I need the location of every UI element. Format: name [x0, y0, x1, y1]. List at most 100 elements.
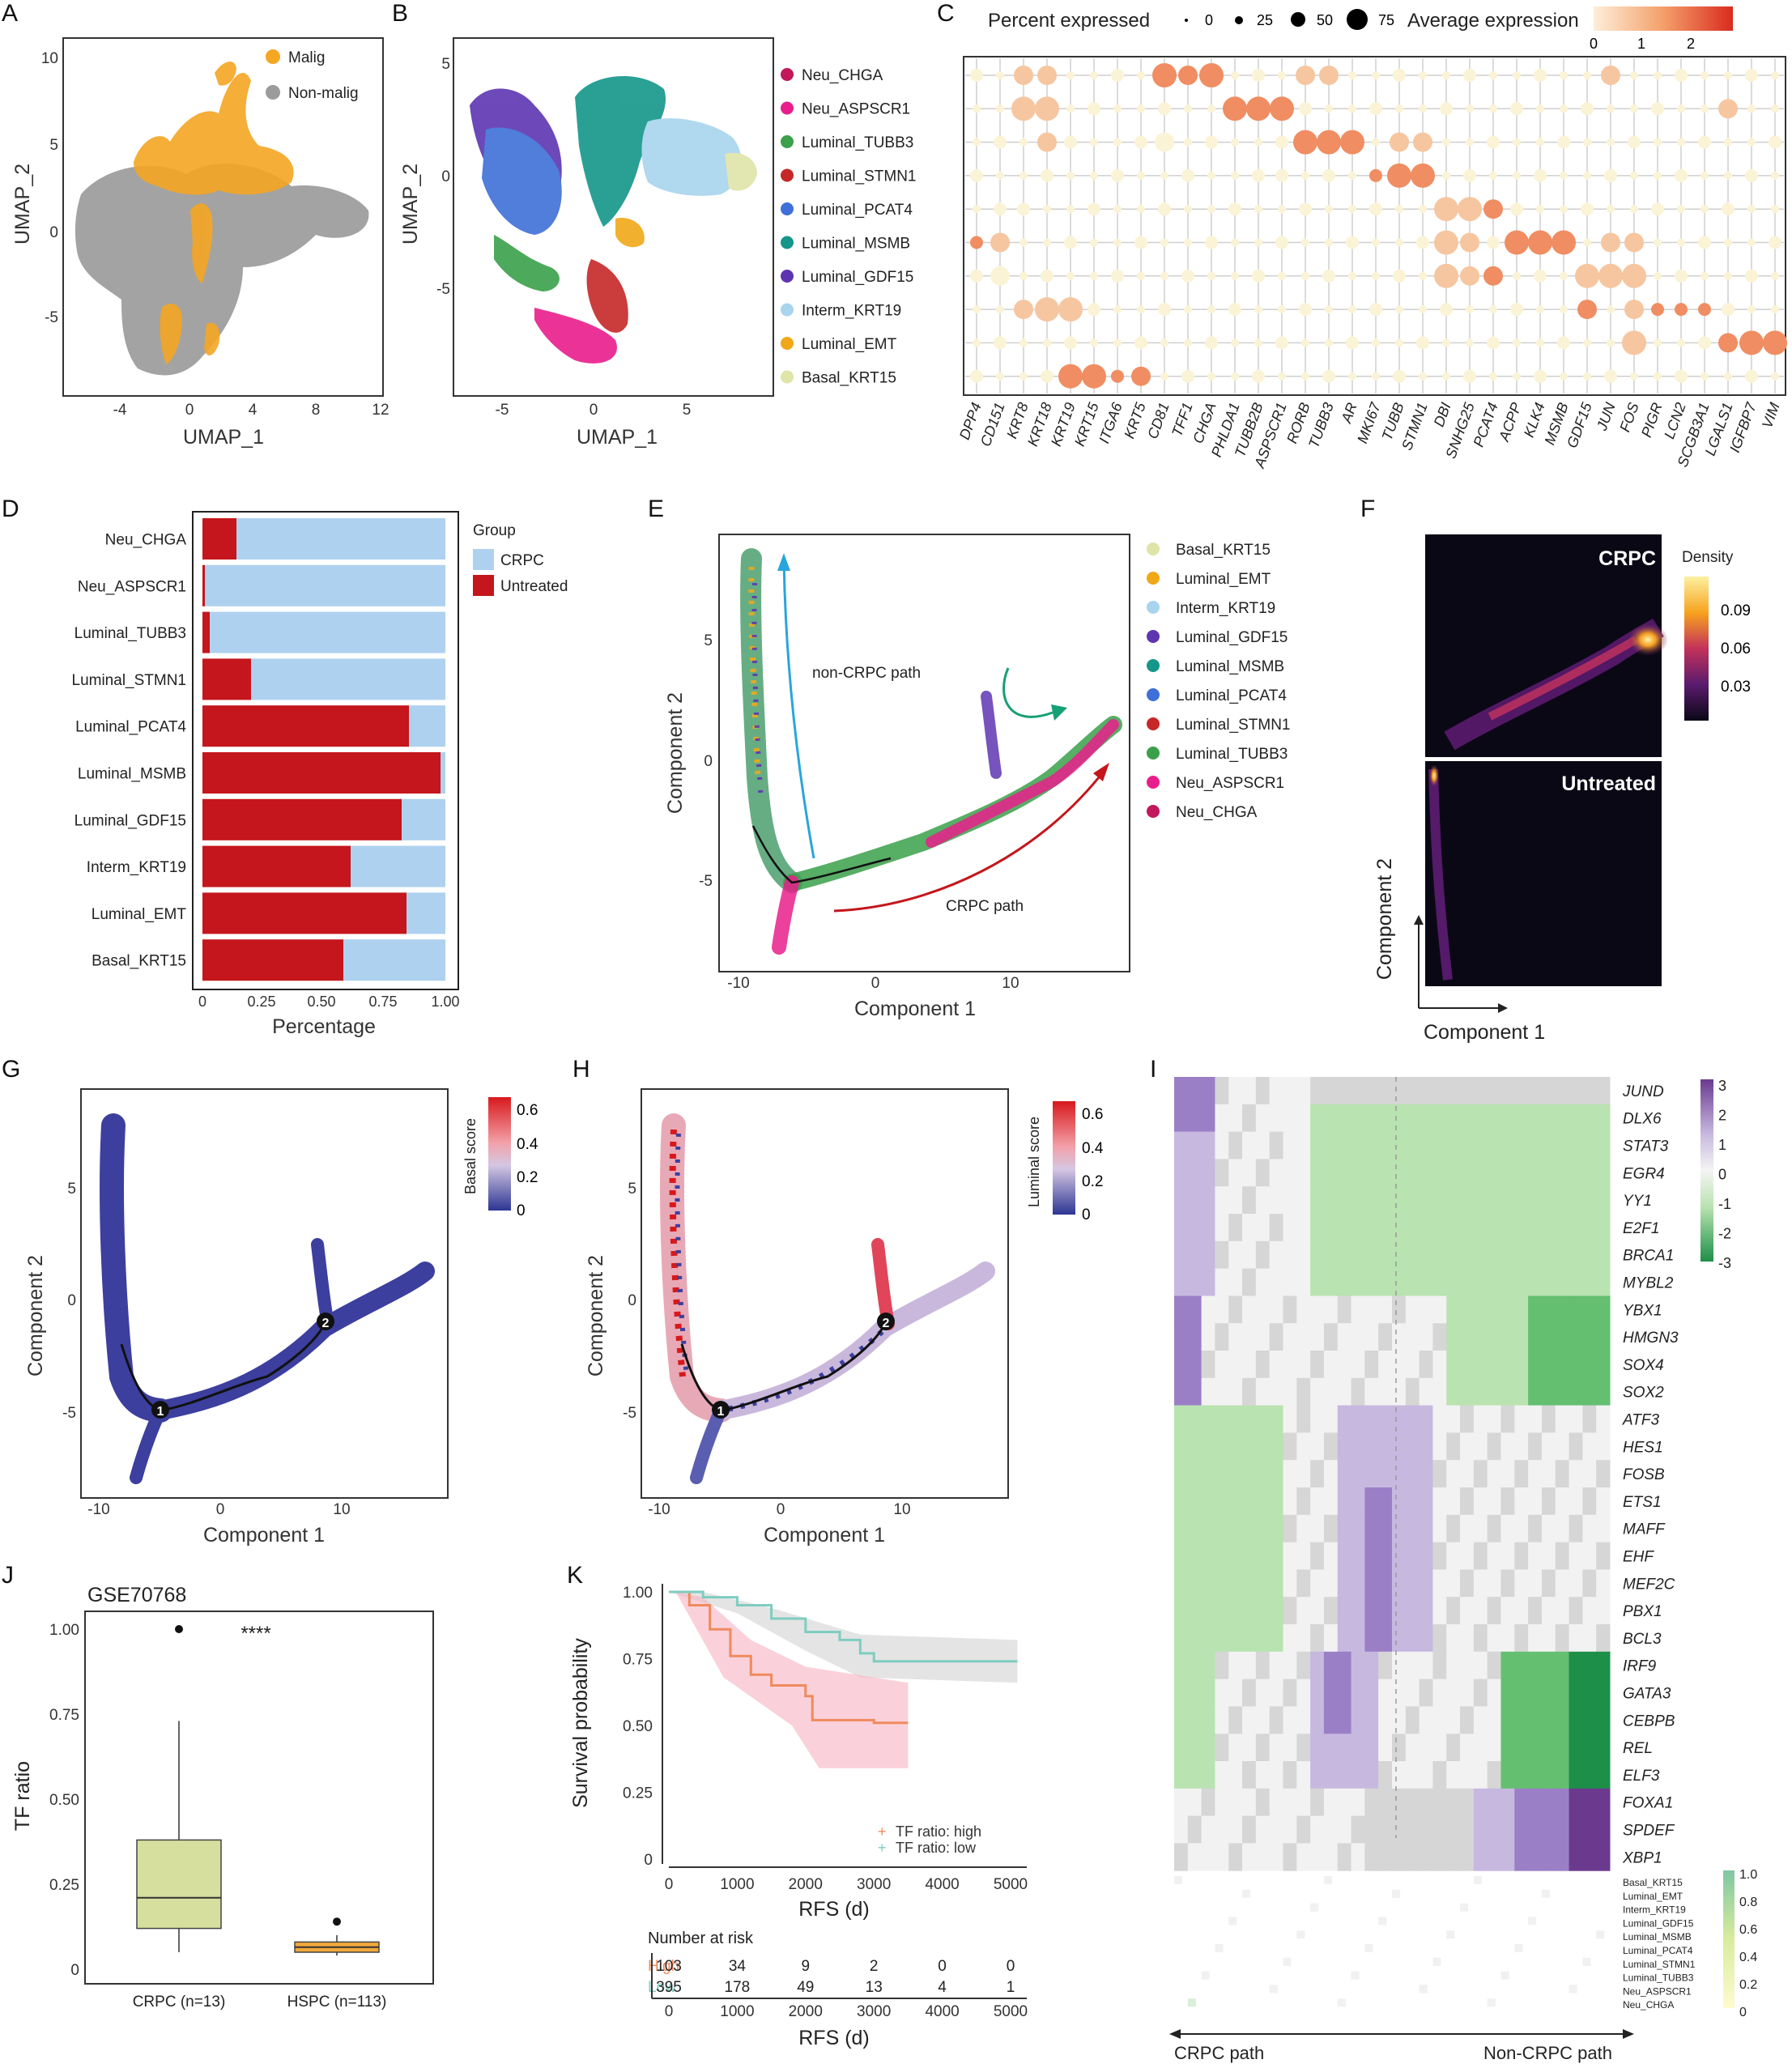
dot-tubb3-row3: [1322, 168, 1335, 182]
heatmap-cell: [1541, 1186, 1556, 1215]
heatmap-cell: [1174, 1761, 1189, 1789]
heatmap-cell: [1392, 1405, 1407, 1433]
dot-krt18-row6: [1041, 269, 1053, 283]
heatmap-cell: [1228, 1159, 1243, 1187]
heatmap-cell: [1187, 1460, 1202, 1488]
heatmap-cell: [1460, 1788, 1475, 1817]
heatmap-cell: [1255, 1268, 1271, 1296]
heatmap-cell: [1242, 1186, 1257, 1215]
heatmap-cell: [1500, 1131, 1515, 1160]
dot-lgals1-row0: [1724, 71, 1732, 79]
dot-acpp-row8: [1513, 338, 1521, 347]
heatmap-cell: [1514, 1240, 1529, 1270]
heatmap-cluster-label-luminal_stmn1: Luminal_STMN1: [1623, 1959, 1696, 1970]
heatmap-cell: [1432, 1788, 1447, 1817]
heatmap-cell: [1487, 1268, 1501, 1296]
heatmap-cell: [1215, 1296, 1229, 1324]
dot-itga6-row2: [1113, 138, 1122, 147]
dot-ar-row4: [1348, 205, 1356, 214]
dot-igfbp7-row3: [1745, 168, 1758, 182]
dot-gdf15-row8: [1583, 338, 1591, 347]
heatmap-cell: [1487, 1788, 1501, 1817]
heatmap-cell: [1283, 1432, 1297, 1461]
heatmap-cell: [1500, 1706, 1515, 1734]
heatmap-cell: [1228, 1077, 1243, 1105]
dot-acpp-row9: [1513, 372, 1521, 381]
heatmap-cell: [1460, 1186, 1475, 1215]
km-legend-high: TF ratio: high: [896, 1823, 981, 1840]
heatmap-cell: [1337, 1296, 1352, 1324]
heatmap-cell: [1351, 1268, 1365, 1296]
heatmap-cell: [1174, 1597, 1189, 1625]
bar-category-label: Neu_CHGA: [105, 532, 187, 549]
dot-snhg25-row0: [1463, 69, 1476, 82]
dotplot-dots: [970, 63, 1787, 389]
dot-cd81-row6: [1160, 271, 1168, 280]
dot-msmb-row4: [1560, 205, 1568, 214]
dot-tubb-row6: [1393, 269, 1406, 283]
dot-tubb-row5: [1395, 238, 1403, 247]
risk-value: 2: [870, 1958, 879, 1975]
heatmap-cell: [1514, 1487, 1529, 1516]
e-legend-swatch-luminal_msmb: [1147, 659, 1160, 672]
heatmap-cell: [1242, 1077, 1257, 1105]
heatmap-cell: [1255, 1542, 1271, 1570]
heatmap-cell: [1364, 1706, 1379, 1734]
panel-a-ytick: -5: [45, 309, 58, 326]
dot-tff1-row8: [1184, 338, 1192, 347]
heatmap-cell: [1201, 1240, 1215, 1270]
heatmap-cell: [1310, 1843, 1325, 1871]
heatmap-cell: [1242, 1214, 1257, 1242]
dot-lgals1-row9: [1724, 372, 1732, 381]
heatmap-cell: [1569, 1351, 1583, 1379]
heatmap-cell: [1310, 1679, 1325, 1707]
heatmap-gene-labels: JUNDDLX6STAT3EGR4YY1E2F1BRCA1MYBL2YBX1HM…: [1622, 1083, 1679, 1866]
heatmap-cell: [1215, 1460, 1229, 1488]
heatmap-cell: [1283, 1296, 1297, 1324]
heatmap-cell: [1446, 1405, 1461, 1433]
heatmap-cell: [1310, 1761, 1325, 1789]
cluster-neu-region: [534, 308, 617, 364]
heatmap-cell: [1351, 1077, 1365, 1105]
strip-cell: [1323, 1876, 1333, 1885]
bar-crpc-luminal_emt: [406, 892, 445, 934]
heatmap-cell: [1487, 1597, 1501, 1625]
heatmap-cell: [1187, 1597, 1202, 1625]
heatmap-cell: [1460, 1706, 1475, 1734]
heatmap-cell: [1514, 1651, 1529, 1680]
heatmap-cell: [1228, 1569, 1243, 1598]
bar-untreated-interm_krt19: [202, 845, 351, 887]
heatmap-cell: [1569, 1679, 1583, 1707]
dot-ar-row6: [1348, 271, 1356, 280]
heatmap-cell: [1215, 1569, 1229, 1598]
dot-chga-row6: [1207, 271, 1215, 280]
bar-category-label: Interm_KRT19: [87, 859, 186, 876]
heatmap-cell: [1528, 1679, 1543, 1707]
heatmap-colorbar: [1700, 1079, 1713, 1262]
box-category-label: CRPC (n=13): [133, 1994, 226, 2011]
heatmap-cell: [1541, 1131, 1556, 1160]
heatmap-cell: [1269, 1351, 1283, 1379]
heatmap-cell: [1201, 1815, 1215, 1844]
heatmap-cell: [1596, 1186, 1611, 1215]
heatmap-cell: [1582, 1460, 1597, 1488]
dot-krt15-row1: [1088, 102, 1100, 116]
dot-krt8-row7: [1014, 300, 1033, 320]
heatmap-cell: [1528, 1323, 1543, 1351]
dot-tff1-row1: [1184, 104, 1192, 113]
heatmap-cell: [1514, 1706, 1529, 1734]
dot-fos-row9: [1630, 372, 1638, 381]
heatmap-cell: [1555, 1788, 1570, 1817]
dot-mki67-row8: [1372, 338, 1380, 347]
heatmap-cell: [1432, 1240, 1447, 1270]
heatmap-cell: [1255, 1432, 1271, 1461]
dot-stmn1-row9: [1419, 372, 1427, 381]
heatmap-gene-sox2: SOX2: [1623, 1385, 1664, 1402]
green-curl-arrow: [1002, 667, 1053, 718]
heatmap-cell: [1500, 1597, 1515, 1625]
heatmap-cell: [1242, 1624, 1257, 1653]
heatmap-cell: [1555, 1843, 1570, 1871]
heatmap-cell: [1242, 1761, 1257, 1789]
dot-tubb3-row2: [1317, 130, 1341, 155]
heatmap-cell: [1337, 1514, 1352, 1543]
